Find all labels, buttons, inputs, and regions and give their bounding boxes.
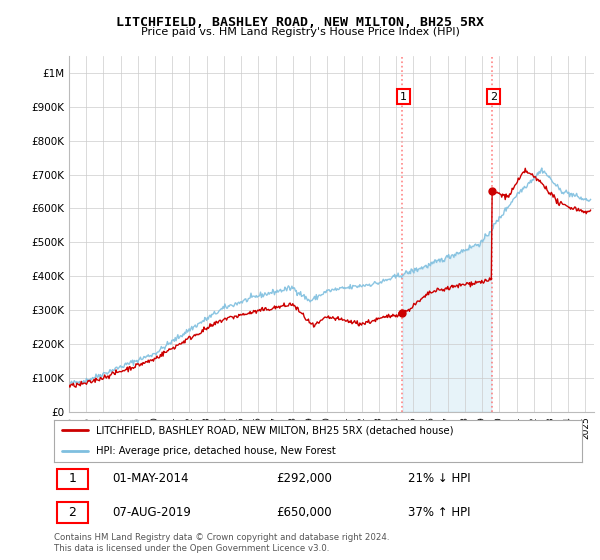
Text: 01-MAY-2014: 01-MAY-2014	[112, 473, 188, 486]
Text: Price paid vs. HM Land Registry's House Price Index (HPI): Price paid vs. HM Land Registry's House …	[140, 27, 460, 37]
Text: £650,000: £650,000	[276, 506, 331, 519]
Text: 1: 1	[400, 92, 407, 102]
Text: Contains HM Land Registry data © Crown copyright and database right 2024.
This d: Contains HM Land Registry data © Crown c…	[54, 533, 389, 553]
Text: 1: 1	[68, 473, 76, 486]
Text: 37% ↑ HPI: 37% ↑ HPI	[408, 506, 470, 519]
Text: 2: 2	[490, 92, 497, 102]
Text: LITCHFIELD, BASHLEY ROAD, NEW MILTON, BH25 5RX (detached house): LITCHFIELD, BASHLEY ROAD, NEW MILTON, BH…	[96, 425, 454, 435]
FancyBboxPatch shape	[56, 502, 88, 523]
Text: HPI: Average price, detached house, New Forest: HPI: Average price, detached house, New …	[96, 446, 336, 456]
Text: 2: 2	[68, 506, 76, 519]
Text: LITCHFIELD, BASHLEY ROAD, NEW MILTON, BH25 5RX: LITCHFIELD, BASHLEY ROAD, NEW MILTON, BH…	[116, 16, 484, 29]
FancyBboxPatch shape	[56, 469, 88, 489]
Text: 07-AUG-2019: 07-AUG-2019	[112, 506, 191, 519]
Text: 21% ↓ HPI: 21% ↓ HPI	[408, 473, 470, 486]
Text: £292,000: £292,000	[276, 473, 332, 486]
